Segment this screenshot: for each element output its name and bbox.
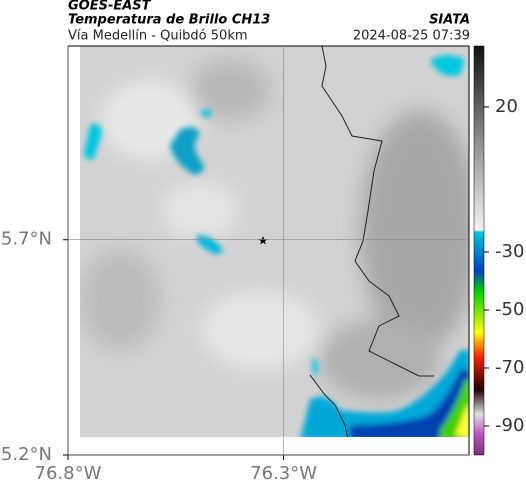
lat-tick-label: 5.7°N [1,229,52,250]
colorbar-tick-label: -70 [495,357,524,378]
colorbar-tick-label: -30 [495,241,524,262]
title: Temperatura de Brillo CH13 [68,13,270,28]
colorbar-tick-label: -50 [495,299,524,320]
satellite: GOES-EAST [68,0,152,14]
lon-tick-label: 76.3°W [250,463,317,484]
source: SIATA [429,13,470,28]
colorbar-tick-label: -90 [495,415,524,436]
map-image [80,46,469,437]
lon-tick-label: 76.8°W [35,463,102,484]
lat-tick-label: 5.2°N [1,444,52,465]
colorbar [473,45,485,456]
subtitle: Vía Medellín - Quibdó 50km [68,29,248,44]
star-marker: ★ [258,234,269,248]
colorbar-tick-label: 20 [495,96,518,117]
timestamp: 2024-08-25 07:39 [353,29,470,44]
